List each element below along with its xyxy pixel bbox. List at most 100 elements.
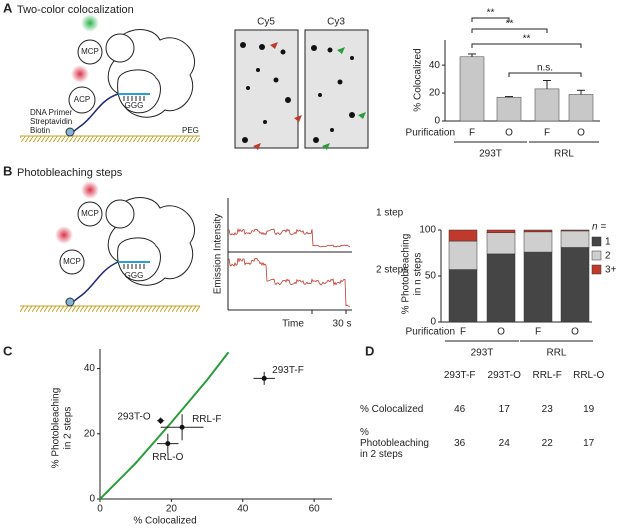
y-tick-label: 40 [429, 60, 441, 71]
bar-segment [523, 231, 553, 253]
x-tick-label: O [571, 327, 579, 338]
table-cell: 22 [541, 437, 553, 449]
panel-title: Two-color colocalization [17, 4, 134, 16]
group-label: RRL [546, 348, 566, 359]
bar-segment [523, 229, 553, 233]
table-row: % Colocalized 46 17 23 19 [360, 392, 610, 426]
panel-label: C [3, 343, 13, 358]
point [165, 441, 171, 447]
microscopy-images [234, 29, 369, 150]
x-tick-label: O [577, 128, 585, 139]
trace-axes [227, 198, 352, 314]
legend-swatch [591, 250, 602, 261]
bar-segment [560, 230, 590, 248]
table-header-cell: RRL-F [532, 369, 562, 381]
axis-label: Time [282, 319, 304, 330]
table-cell: 24 [498, 437, 510, 449]
x-axis-label: Purification [406, 128, 455, 139]
point-label: 293T-F [272, 365, 304, 376]
panel-label: B [3, 163, 12, 178]
trace-label: 1 step [376, 208, 404, 219]
image-label: Cy5 [257, 17, 275, 28]
table-cell: 36 [454, 437, 466, 449]
x-axis-label: % Colocalized [133, 516, 196, 527]
table-header: 293T-F 293T-O RRL-F RRL-O [360, 358, 610, 392]
legend-label: 3+ [605, 265, 617, 276]
image-label: Cy3 [327, 17, 345, 28]
bar-segment [560, 247, 590, 323]
x-tick-label: 0 [97, 504, 103, 515]
significance-bracket [471, 28, 548, 33]
bar [459, 56, 485, 122]
y-axis-label: % Photobleaching [401, 234, 412, 315]
significance-label: ** [487, 8, 495, 19]
diagram-label: ACP [74, 95, 90, 104]
diagram-label: MCP [81, 209, 99, 218]
point [158, 418, 164, 424]
y-tick-label: 0 [89, 494, 95, 505]
diagram-label: Streptavidin [30, 117, 72, 126]
diagram-label: MCP [63, 257, 81, 266]
point-label: RRL-F [192, 414, 221, 425]
panel-title: Photobleaching steps [17, 167, 123, 179]
bar-segment [486, 253, 516, 323]
x-tick-label: F [460, 327, 466, 338]
y-axis-label: % Colocalized [413, 48, 424, 111]
panel-label: A [3, 0, 13, 15]
significance-bracket [471, 17, 510, 22]
diagram-label: PEG [182, 126, 199, 135]
point-label: RRL-O [152, 452, 183, 463]
panel-label: D [365, 343, 374, 358]
row-header: % Colocalized [360, 403, 424, 415]
y-axis-label: in 2 steps [63, 407, 74, 450]
legend-swatch [591, 264, 602, 275]
diagram-a [20, 14, 200, 142]
axis-label: Emission Intensity [213, 214, 224, 295]
x-tick-label: O [505, 128, 513, 139]
legend-swatch [591, 236, 602, 247]
significance-label: ** [523, 34, 531, 45]
x-tick-label: 60 [309, 504, 321, 515]
y-tick-label: 0 [430, 317, 436, 328]
table-header-cell: 293T-O [487, 369, 521, 381]
table-cell: 17 [498, 403, 510, 415]
x-tick-label: F [544, 128, 550, 139]
legend-label: 1 [605, 237, 611, 248]
y-tick-label: 20 [84, 428, 96, 439]
diagram-label: Biotin [30, 126, 50, 135]
y-axis-label: in n steps [413, 253, 424, 296]
table-corner [360, 358, 438, 392]
point-label: 293T-O [117, 411, 151, 422]
x-tick-label: 40 [237, 504, 249, 515]
diagram-label: DNA Primer [30, 108, 73, 117]
bar-segment [448, 269, 478, 323]
legend-title: n = [592, 222, 606, 233]
group-label: RRL [554, 149, 574, 160]
table-cell: 23 [541, 403, 553, 415]
table-row: % Photobleaching in 2 steps 36 24 22 17 [360, 426, 610, 460]
bar-segment [486, 232, 516, 255]
group-label: 293T [479, 149, 502, 160]
bar-segment [448, 240, 478, 270]
point [261, 375, 267, 381]
significance-bracket [471, 43, 582, 48]
x-tick-label: O [497, 327, 505, 338]
summary-table: 293T-F 293T-O RRL-F RRL-O % Colocalized … [360, 358, 610, 460]
table-cell: 17 [583, 437, 595, 449]
x-tick-label: F [535, 327, 541, 338]
diagram-b [20, 181, 200, 312]
bar [568, 94, 594, 122]
bar-segment [486, 229, 516, 234]
legend-label: 2 [605, 251, 611, 262]
significance-label: ** [506, 19, 514, 30]
model-curve [99, 351, 230, 500]
diagram-label: GGG [125, 271, 144, 280]
axis-label: 30 s [333, 319, 352, 330]
table-header-cell: RRL-O [573, 369, 605, 381]
y-tick-label: 20 [429, 88, 441, 99]
y-tick-label: 50 [425, 271, 437, 282]
x-tick-label: 20 [166, 504, 178, 515]
y-tick-label: 40 [84, 363, 96, 374]
significance-bracket [508, 72, 582, 77]
